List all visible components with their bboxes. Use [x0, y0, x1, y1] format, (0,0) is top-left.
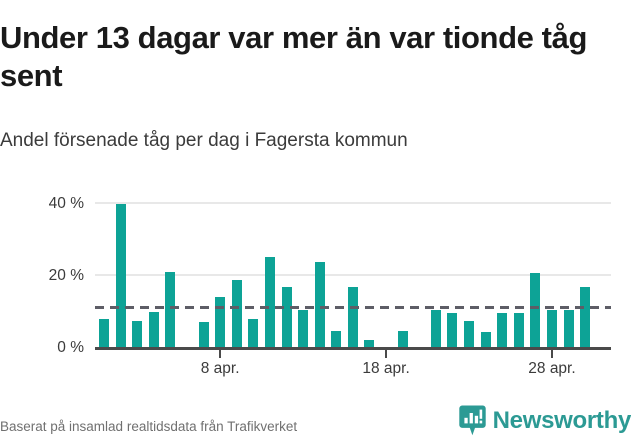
y-axis-tick-label: 0 % — [57, 339, 84, 356]
bar[interactable] — [546, 310, 557, 348]
x-axis-tick-mark — [385, 350, 388, 358]
bar[interactable] — [231, 279, 242, 348]
reference-line — [95, 306, 611, 310]
bar[interactable] — [215, 297, 226, 348]
bar[interactable] — [480, 331, 491, 348]
bar[interactable] — [99, 319, 109, 348]
x-axis-tick-label: 8 apr. — [200, 360, 240, 377]
bar[interactable] — [298, 309, 309, 348]
bar[interactable] — [397, 331, 408, 348]
bar[interactable] — [563, 310, 574, 348]
y-axis-tick-label: 40 % — [48, 195, 84, 213]
x-axis-tick-label: 18 apr. — [362, 360, 410, 377]
bar[interactable] — [364, 340, 375, 348]
bar[interactable] — [430, 309, 441, 348]
x-axis-tick-mark — [219, 350, 222, 358]
x-axis-tick-label: 28 apr. — [528, 360, 576, 377]
bar[interactable] — [314, 261, 325, 348]
bar[interactable] — [148, 312, 159, 348]
gridline — [95, 274, 611, 277]
chart-footer: Baserat på insamlad realtidsdata från Tr… — [0, 405, 631, 439]
bar[interactable] — [115, 203, 126, 348]
chart-container: 0 % 20 % 40 % 8 apr. 18 apr. 28 apr. — [0, 190, 631, 377]
bar[interactable] — [132, 321, 143, 348]
x-axis-tick-mark — [550, 350, 553, 358]
y-axis-labels: 0 % 20 % 40 % — [0, 190, 84, 355]
plot-area: 8 apr. 18 apr. 28 apr. — [95, 190, 611, 377]
bar[interactable] — [264, 256, 275, 348]
chart-subtitle: Andel försenade tåg per dag i Fagersta k… — [0, 130, 408, 151]
x-axis-line — [95, 347, 611, 350]
bar[interactable] — [198, 322, 209, 348]
bar-chart-speech-bubble-icon — [458, 405, 486, 436]
newsworthy-logo[interactable]: Newsworthy — [458, 405, 631, 436]
y-axis-tick-label: 20 % — [48, 267, 84, 285]
bar[interactable] — [331, 331, 342, 348]
bar[interactable] — [281, 286, 292, 348]
bar[interactable] — [248, 319, 259, 348]
bar[interactable] — [497, 312, 508, 348]
bar[interactable] — [447, 312, 458, 348]
page-title: Under 13 dagar var mer än var tionde tåg… — [0, 19, 587, 93]
bar[interactable] — [530, 273, 541, 348]
bar[interactable] — [580, 286, 591, 348]
brand-name: Newsworthy — [492, 406, 631, 434]
source-note: Baserat på insamlad realtidsdata från Tr… — [0, 419, 298, 434]
bar[interactable] — [464, 320, 475, 348]
gridline — [95, 202, 611, 205]
bar[interactable] — [513, 312, 524, 348]
bar[interactable] — [165, 271, 176, 348]
bar[interactable] — [347, 286, 358, 348]
